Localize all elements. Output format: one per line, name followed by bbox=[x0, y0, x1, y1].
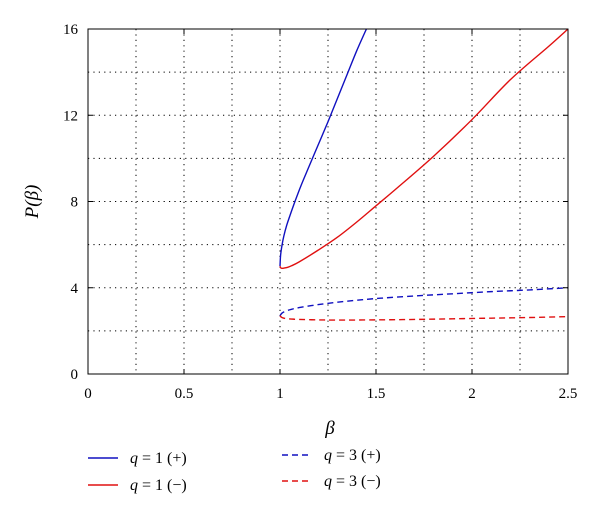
y-axis-label: P(β) bbox=[22, 185, 43, 220]
legend-item: q = 3 (−) bbox=[282, 473, 381, 490]
y-tick-label: 8 bbox=[71, 195, 79, 211]
y-tick-label: 12 bbox=[63, 108, 78, 124]
x-tick-label: 0 bbox=[84, 386, 92, 402]
tick-marks bbox=[87, 28, 569, 375]
x-tick-label: 0.5 bbox=[175, 386, 194, 402]
y-tick-label: 4 bbox=[71, 281, 79, 297]
legend-label: q = 1 (+) bbox=[130, 450, 187, 467]
series-line-2 bbox=[279, 28, 569, 270]
y-tick-label: 0 bbox=[71, 367, 79, 383]
legend-label: q = 3 (−) bbox=[324, 473, 381, 490]
legend-item: q = 1 (−) bbox=[88, 477, 187, 494]
x-tick-label: 1.5 bbox=[367, 386, 386, 402]
x-tick-label: 2.5 bbox=[559, 386, 578, 402]
legend-label: q = 1 (−) bbox=[130, 477, 187, 494]
plot-frame bbox=[87, 28, 569, 375]
series-line-1 bbox=[279, 28, 368, 267]
series-lines bbox=[279, 28, 569, 321]
series-line-4 bbox=[279, 315, 569, 321]
legend-label: q = 3 (+) bbox=[324, 447, 381, 464]
legend-item: q = 3 (+) bbox=[282, 447, 381, 464]
legend-item: q = 1 (+) bbox=[88, 450, 187, 467]
x-axis-label: β bbox=[324, 418, 335, 439]
x-tick-label: 2 bbox=[468, 386, 476, 402]
grid-lines bbox=[88, 29, 568, 374]
legend: q = 1 (+) q = 1 (−) q = 3 (+) q = 3 (−) bbox=[88, 447, 381, 494]
y-tick-labels: 0 4 8 12 16 bbox=[63, 22, 79, 383]
y-tick-label: 16 bbox=[63, 22, 79, 38]
x-tick-label: 1 bbox=[276, 386, 284, 402]
series-line-3 bbox=[279, 287, 569, 317]
x-tick-labels: 0 0.5 1 1.5 2 2.5 bbox=[84, 386, 577, 402]
